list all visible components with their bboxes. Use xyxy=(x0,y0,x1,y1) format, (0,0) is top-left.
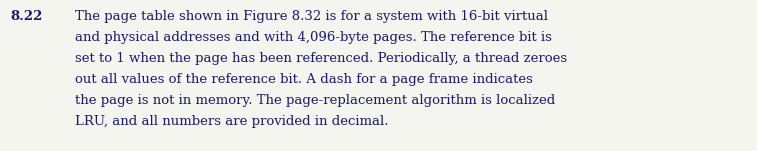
Text: out all values of the reference bit. A dash for a page frame indicates: out all values of the reference bit. A d… xyxy=(75,73,533,86)
Text: and physical addresses and with 4,096-byte pages. The reference bit is: and physical addresses and with 4,096-by… xyxy=(75,31,552,44)
Text: set to 1 when the page has been referenced. Periodically, a thread zeroes: set to 1 when the page has been referenc… xyxy=(75,52,567,65)
Text: 8.22: 8.22 xyxy=(10,10,42,23)
Text: The page table shown in Figure 8.32 is for a system with 16-bit virtual: The page table shown in Figure 8.32 is f… xyxy=(75,10,548,23)
Text: LRU, and all numbers are provided in decimal.: LRU, and all numbers are provided in dec… xyxy=(75,115,388,128)
Text: the page is not in memory. The page-replacement algorithm is localized: the page is not in memory. The page-repl… xyxy=(75,94,555,107)
